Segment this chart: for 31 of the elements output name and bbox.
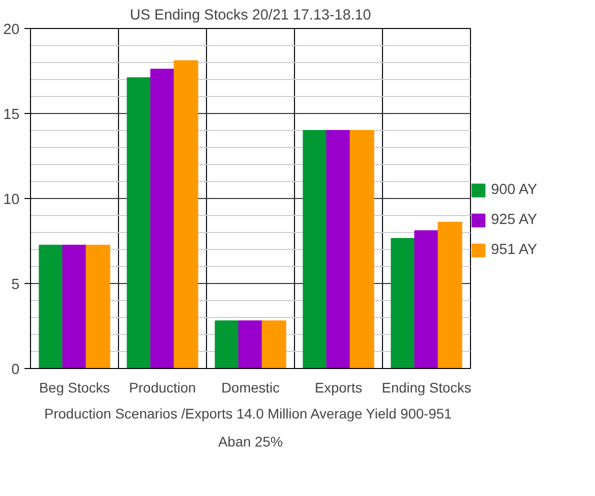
y-tick-label: 15 <box>3 107 20 123</box>
bar <box>174 60 198 368</box>
bar <box>38 244 64 368</box>
bar <box>326 130 351 368</box>
bar <box>238 320 263 368</box>
bar <box>414 230 439 368</box>
bar <box>350 130 374 368</box>
y-tick-label: 0 <box>11 362 20 378</box>
bar <box>262 320 286 368</box>
x-tick-label: Beg Stocks <box>39 380 110 396</box>
bar <box>150 68 175 368</box>
legend-label: 925 AY <box>491 212 538 228</box>
legend-label: 951 AY <box>491 242 538 258</box>
text: Aban 25% <box>218 434 283 450</box>
bar <box>302 130 328 368</box>
x-tick-label: Ending Stocks <box>382 380 472 396</box>
x-tick-label: Domestic <box>221 380 280 396</box>
bar <box>62 244 87 368</box>
x-tick-label: Exports <box>314 380 362 396</box>
bar <box>126 77 152 368</box>
text: Production Scenarios /Exports 14.0 Million Average Yield 900-951 <box>44 406 452 422</box>
legend-label: 900 AY <box>491 182 538 198</box>
bar <box>438 222 462 368</box>
y-tick-label: 10 <box>3 192 20 208</box>
y-tick-label: 5 <box>11 277 20 293</box>
x-tick-label: Production <box>129 380 196 396</box>
bar <box>86 244 110 368</box>
y-tick-label: 20 <box>3 22 20 38</box>
bar <box>214 320 240 368</box>
chart-title: US Ending Stocks 20/21 17.13-18.10 <box>130 8 372 24</box>
bar <box>390 238 416 368</box>
